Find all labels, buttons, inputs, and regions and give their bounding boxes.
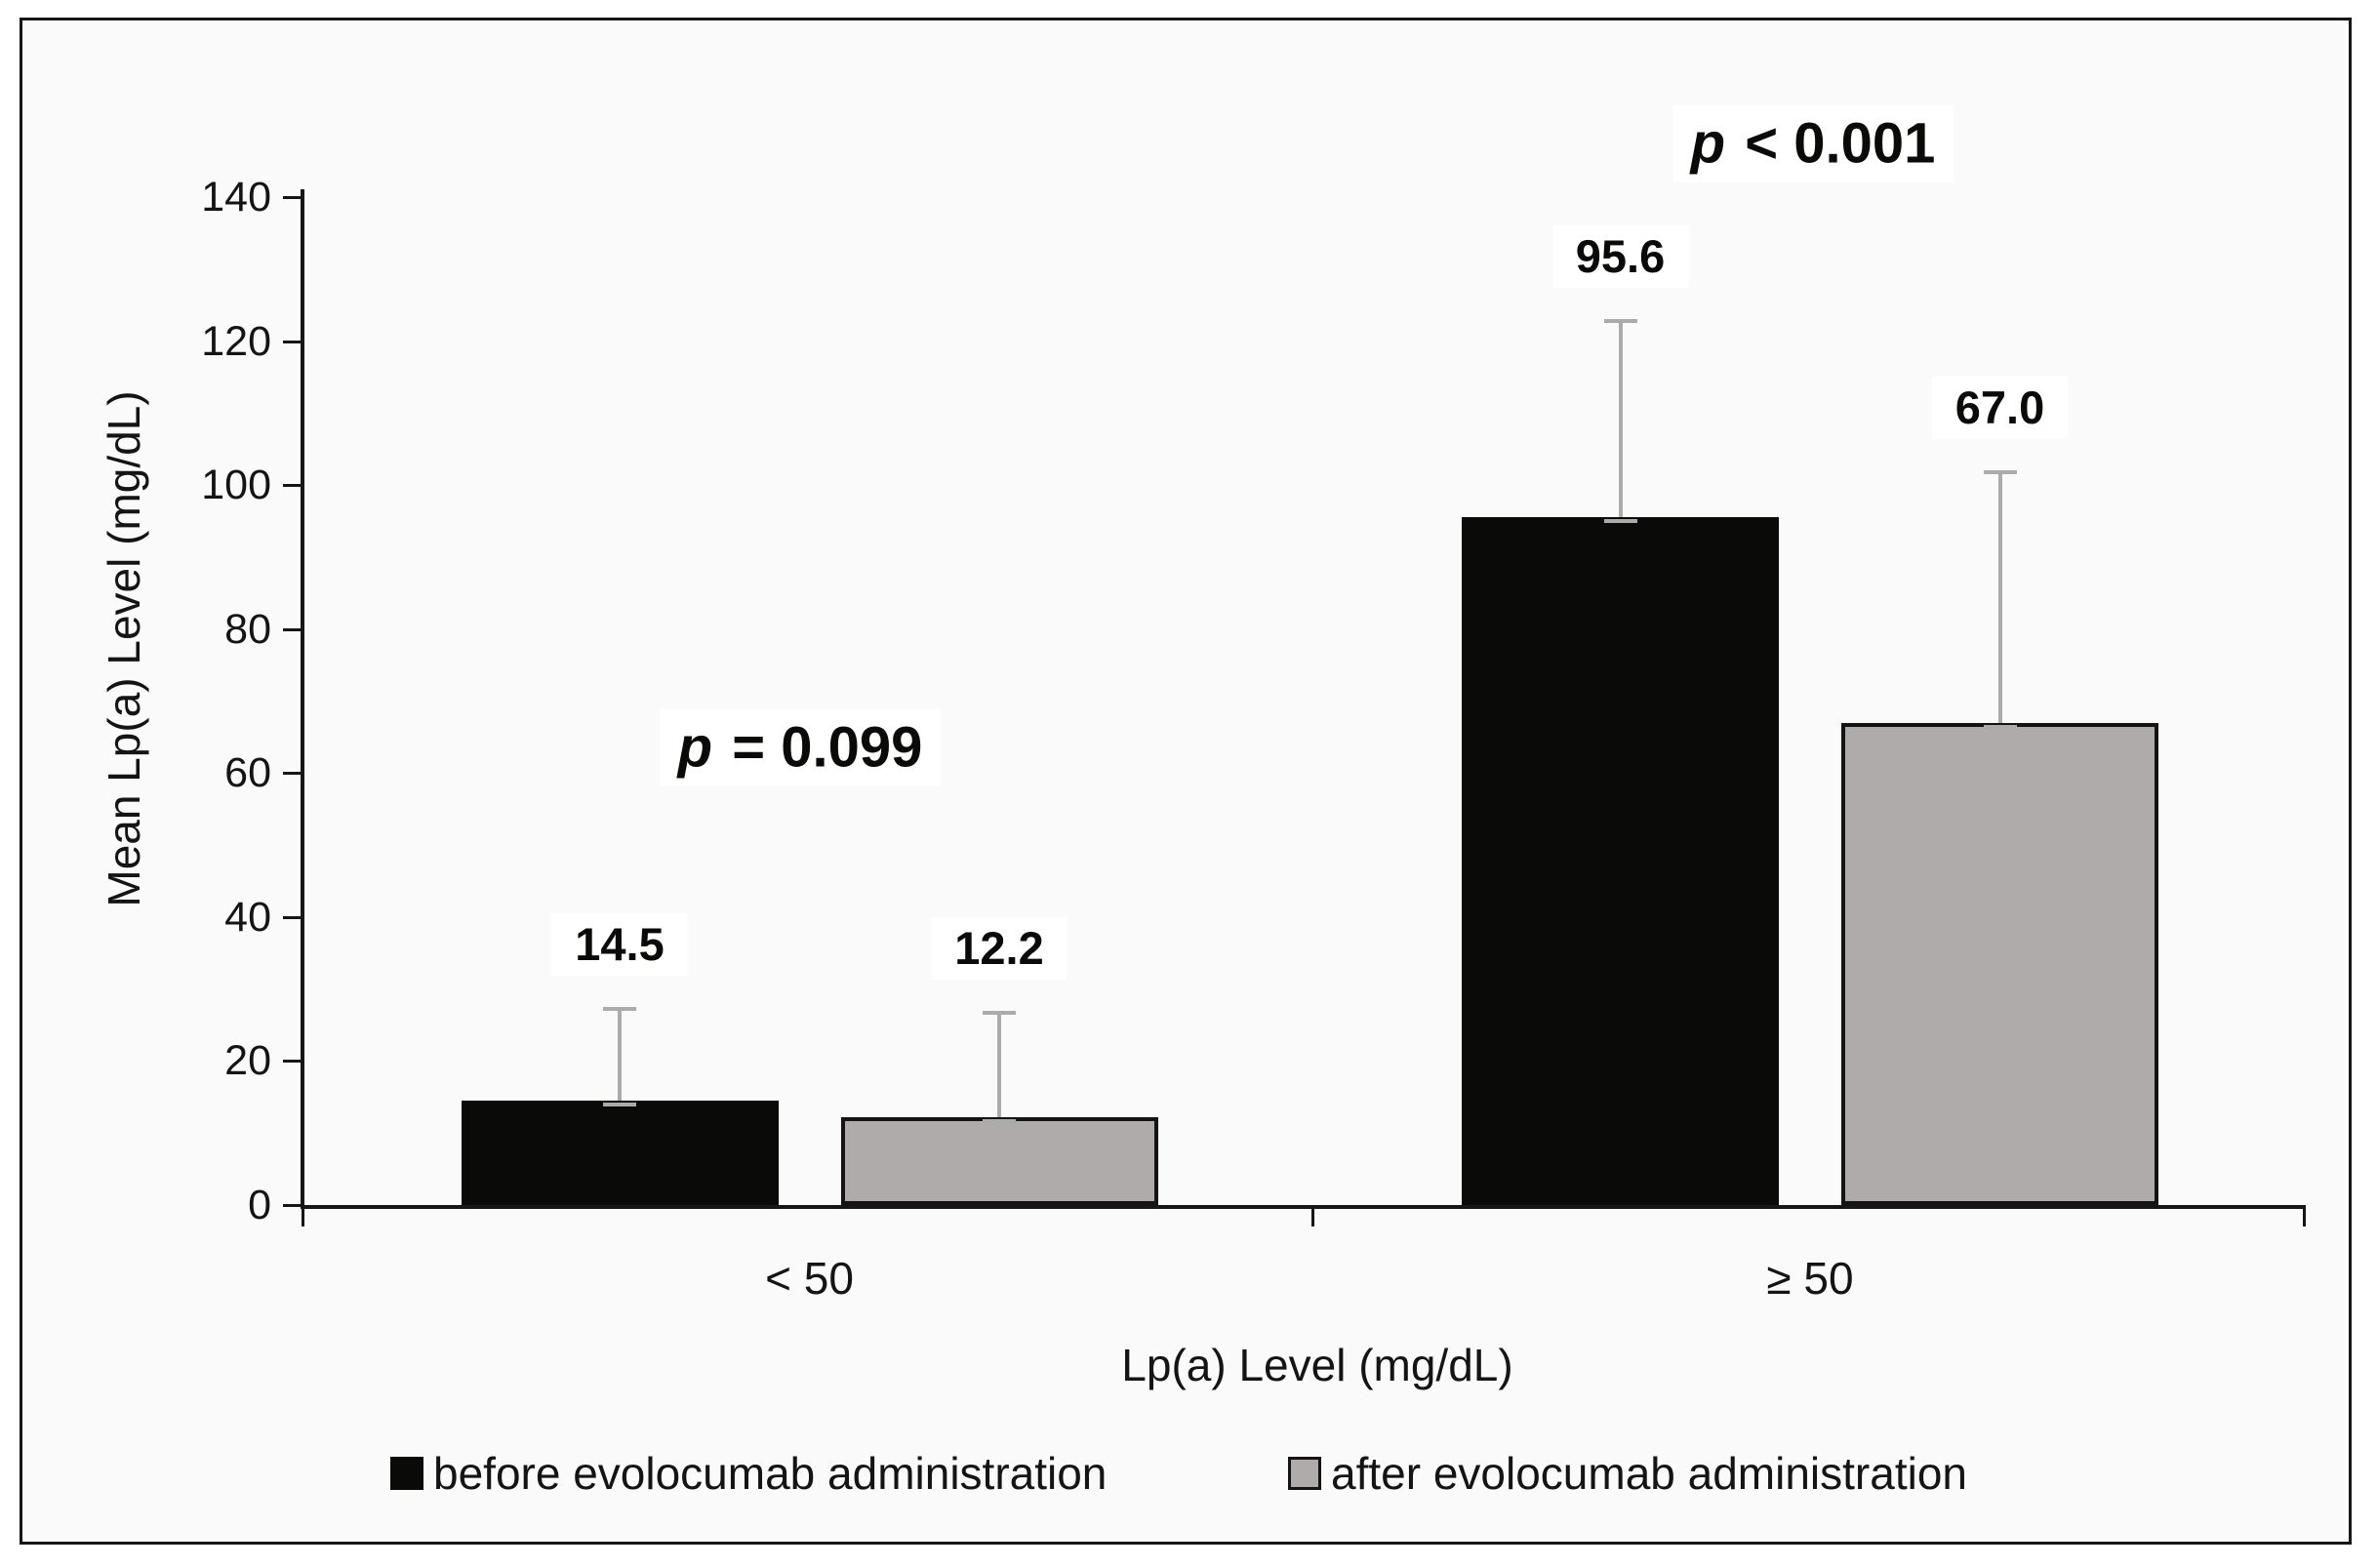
- y-tick: [283, 772, 301, 776]
- bar-before-group1: [461, 1101, 779, 1205]
- y-tick: [283, 484, 301, 488]
- value-label-before-group2: 95.6: [1551, 225, 1689, 289]
- error-bar-cap-bottom-after-group2: [1983, 724, 2017, 729]
- y-axis-line: [301, 189, 304, 1209]
- y-axis-title: Mean Lp(a) Level (mg/dL): [99, 390, 149, 907]
- x-tick: [1311, 1209, 1314, 1226]
- error-bar-cap-top-after-group2: [1983, 470, 2017, 475]
- value-label-before-group1: 14.5: [551, 913, 688, 977]
- y-tick: [283, 340, 301, 343]
- error-bar-cap-top-after-group1: [983, 1010, 1016, 1015]
- y-tick: [283, 1060, 301, 1064]
- y-tick-label: 60: [224, 749, 271, 797]
- y-tick-label: 40: [224, 893, 271, 941]
- y-tick: [283, 915, 301, 919]
- category-label-group1: < 50: [765, 1253, 854, 1304]
- y-tick-label: 20: [224, 1037, 271, 1085]
- bar-before-group2: [1462, 516, 1779, 1205]
- bar-after-group2: [1841, 722, 2158, 1205]
- legend-item-after: after evolocumab administration: [1288, 1448, 1967, 1499]
- y-tick: [283, 1204, 301, 1207]
- error-bar-cap-bottom-before-group2: [1603, 518, 1637, 523]
- value-label-after-group1: 12.2: [931, 916, 1068, 980]
- p-value-annotation-right: p < 0.001: [1672, 104, 1954, 182]
- value-label-after-group2: 67.0: [1931, 377, 2069, 440]
- x-axis-line: [301, 1205, 2306, 1209]
- legend-swatch-before: [390, 1457, 423, 1490]
- x-axis-title: Lp(a) Level (mg/dL): [1121, 1340, 1513, 1390]
- error-bar-whisker-after-group1: [997, 1010, 1001, 1117]
- error-bar-cap-bottom-after-group1: [983, 1118, 1016, 1123]
- y-tick-label: 120: [201, 317, 271, 365]
- p-value-annotation-left: p = 0.099: [660, 708, 941, 786]
- p-value-text: < 0.001: [1729, 111, 1936, 176]
- legend-item-before: before evolocumab administration: [390, 1448, 1107, 1499]
- error-bar-whisker-after-group2: [1997, 470, 2002, 723]
- bar-after-group1: [840, 1116, 1158, 1205]
- x-tick: [302, 1209, 304, 1226]
- error-bar-cap-top-before-group2: [1603, 319, 1637, 324]
- error-bar-cap-top-before-group1: [603, 1007, 636, 1012]
- p-symbol: p: [677, 715, 713, 780]
- error-bar-whisker-before-group2: [1618, 319, 1623, 517]
- p-value-text: = 0.099: [716, 715, 923, 780]
- p-symbol: p: [1690, 111, 1726, 176]
- y-tick-label: 100: [201, 462, 271, 509]
- error-bar-cap-bottom-before-group1: [603, 1103, 636, 1106]
- legend-label-before: before evolocumab administration: [433, 1448, 1108, 1499]
- legend-swatch-after: [1288, 1457, 1321, 1490]
- error-bar-whisker-before-group1: [618, 1007, 622, 1101]
- y-tick: [283, 196, 301, 199]
- y-tick-label: 80: [224, 605, 271, 653]
- y-tick: [283, 627, 301, 631]
- y-tick-label: 140: [201, 174, 271, 221]
- category-label-group2: ≥ 50: [1766, 1253, 1854, 1304]
- x-tick: [2303, 1209, 2306, 1226]
- legend-label-after: after evolocumab administration: [1331, 1448, 1967, 1499]
- y-tick-label: 0: [248, 1182, 271, 1228]
